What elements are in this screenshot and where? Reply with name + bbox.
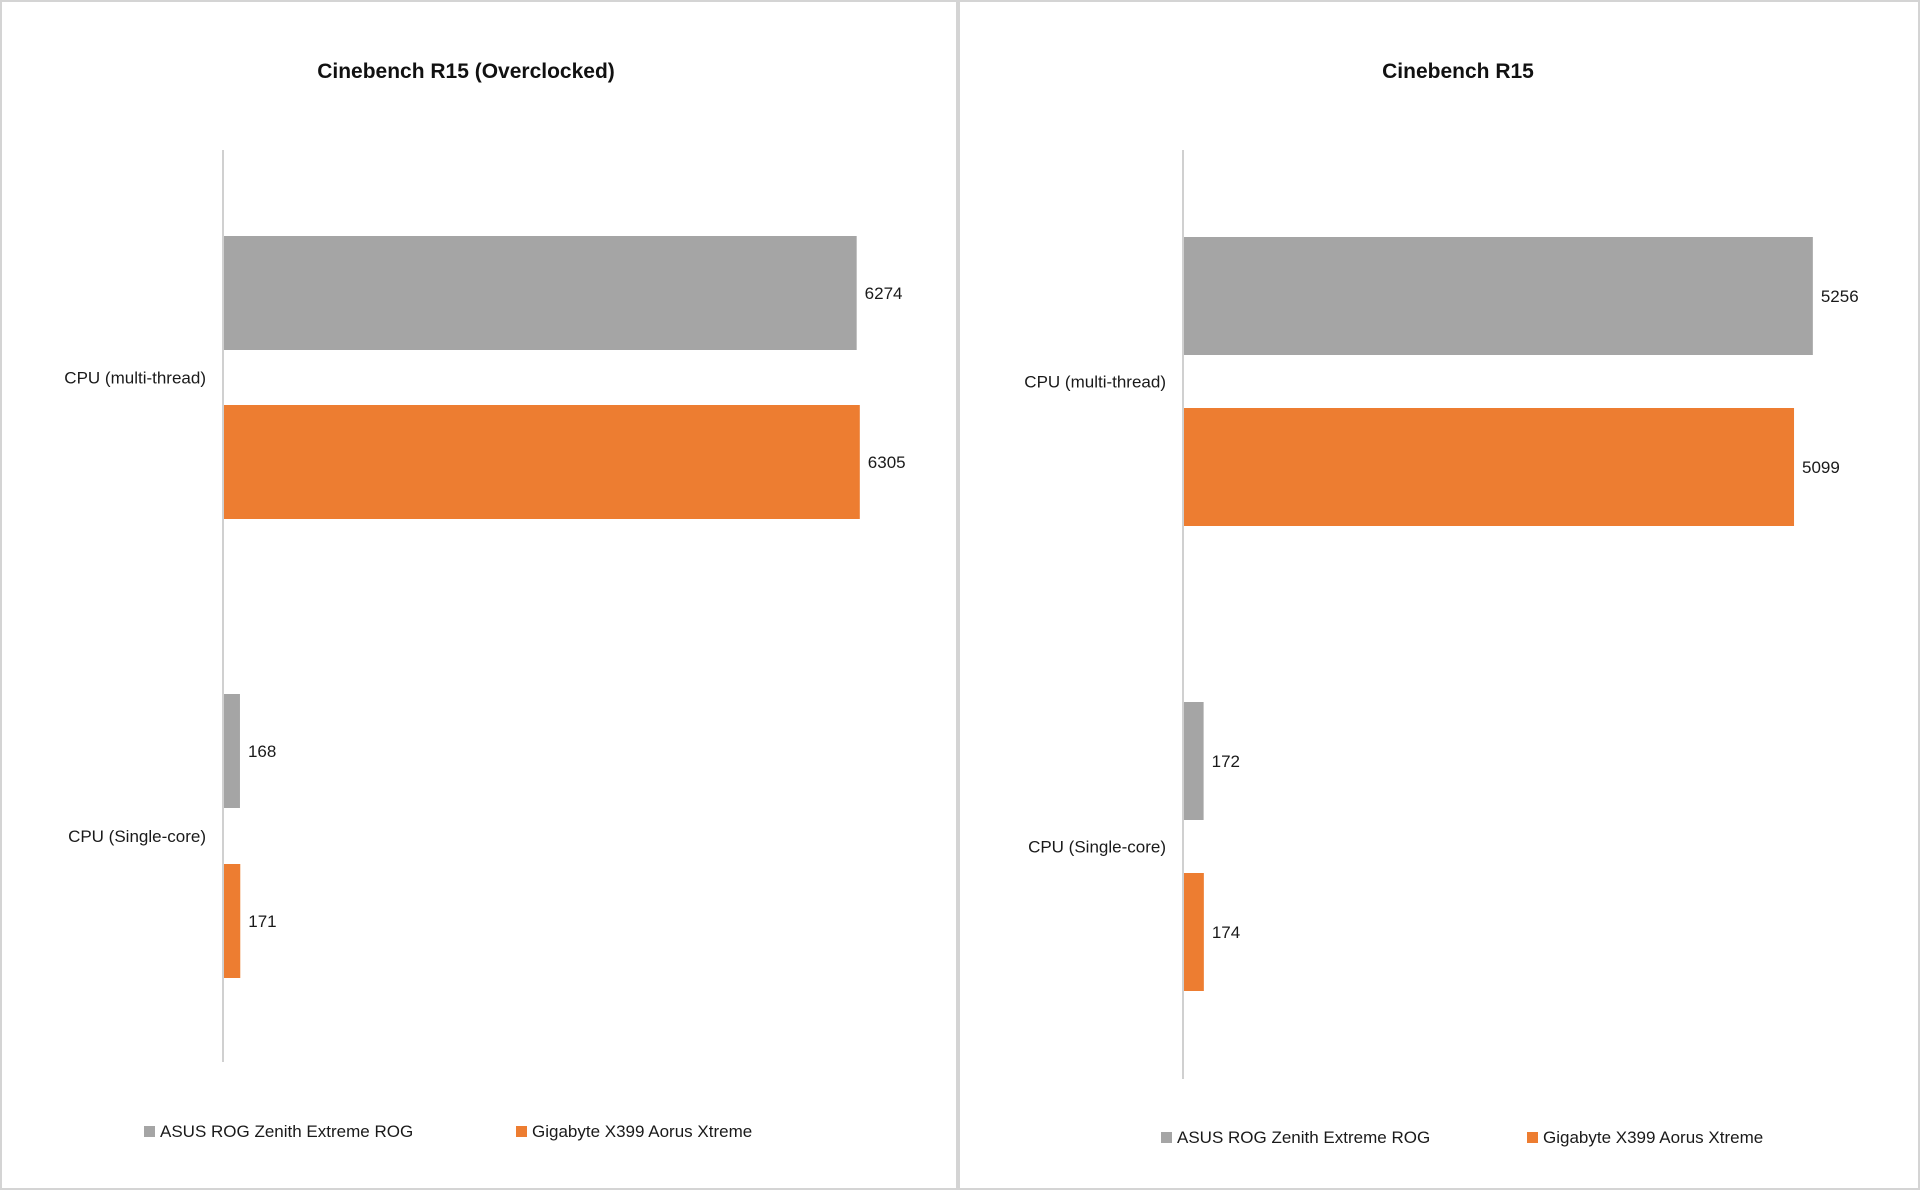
bar-asus-rog-zenith-extreme-rog-cpu-single-core	[223, 694, 240, 808]
data-label-gigabyte-x399-aorus-xtreme-cpu-multi-thread: 6305	[868, 453, 906, 472]
bar-asus-rog-zenith-extreme-rog-cpu-single-core	[1183, 702, 1204, 820]
data-label-gigabyte-x399-aorus-xtreme-cpu-multi-thread: 5099	[1802, 458, 1840, 477]
bar-gigabyte-x399-aorus-xtreme-cpu-multi-thread	[223, 405, 860, 519]
chart-title: Cinebench R15 (Overclocked)	[317, 60, 615, 83]
bar-gigabyte-x399-aorus-xtreme-cpu-multi-thread	[1183, 408, 1795, 526]
legend-swatch-asus-rog-zenith-extreme-rog	[1161, 1132, 1172, 1143]
category-label-cpu-single-core: CPU (Single-core)	[1028, 838, 1166, 857]
legend-label-asus-rog-zenith-extreme-rog: ASUS ROG Zenith Extreme ROG	[160, 1122, 413, 1141]
data-label-asus-rog-zenith-extreme-rog-cpu-multi-thread: 6274	[865, 284, 903, 303]
chart-panel-stock: Cinebench R15 CPU (multi-thread) 5256 5099 C…	[958, 0, 1920, 1190]
legend-swatch-asus-rog-zenith-extreme-rog	[144, 1126, 155, 1137]
data-label-asus-rog-zenith-extreme-rog-cpu-single-core: 168	[248, 742, 276, 761]
category-label-cpu-multi-thread: CPU (multi-thread)	[1024, 373, 1166, 392]
chart-overclocked: Cinebench R15 (Overclocked) CPU (multi-th…	[64, 60, 906, 1141]
legend-label-gigabyte-x399-aorus-xtreme: Gigabyte X399 Aorus Xtreme	[532, 1122, 752, 1141]
bar-asus-rog-zenith-extreme-rog-cpu-multi-thread	[223, 236, 857, 350]
category-label-cpu-single-core: CPU (Single-core)	[68, 827, 206, 846]
chart-stock: Cinebench R15 CPU (multi-thread) 5256 5099 C…	[1024, 60, 1859, 1147]
category-label-cpu-multi-thread: CPU (multi-thread)	[64, 369, 206, 388]
bar-gigabyte-x399-aorus-xtreme-cpu-single-core	[1183, 873, 1204, 991]
data-label-asus-rog-zenith-extreme-rog-cpu-multi-thread: 5256	[1821, 287, 1859, 306]
chart-panel-overclocked: Cinebench R15 (Overclocked) CPU (multi-th…	[0, 0, 958, 1190]
data-label-gigabyte-x399-aorus-xtreme-cpu-single-core: 174	[1212, 923, 1240, 942]
legend-label-gigabyte-x399-aorus-xtreme: Gigabyte X399 Aorus Xtreme	[1543, 1128, 1763, 1147]
data-label-gigabyte-x399-aorus-xtreme-cpu-single-core: 171	[248, 912, 276, 931]
chart-title: Cinebench R15	[1382, 60, 1534, 83]
bar-asus-rog-zenith-extreme-rog-cpu-multi-thread	[1183, 237, 1813, 355]
legend-swatch-gigabyte-x399-aorus-xtreme	[516, 1126, 527, 1137]
bar-gigabyte-x399-aorus-xtreme-cpu-single-core	[223, 864, 241, 978]
legend-label-asus-rog-zenith-extreme-rog: ASUS ROG Zenith Extreme ROG	[1177, 1128, 1430, 1147]
legend-swatch-gigabyte-x399-aorus-xtreme	[1527, 1132, 1538, 1143]
data-label-asus-rog-zenith-extreme-rog-cpu-single-core: 172	[1212, 752, 1240, 771]
